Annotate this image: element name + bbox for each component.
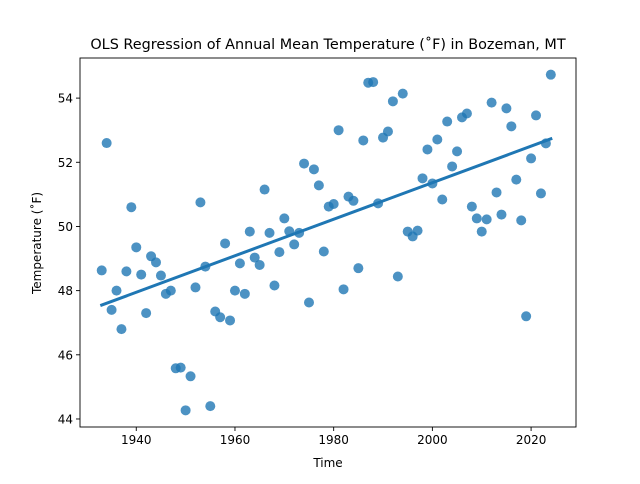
data-point <box>239 288 250 299</box>
data-point <box>249 252 260 263</box>
data-point <box>501 103 512 114</box>
data-point <box>358 135 369 146</box>
data-point <box>121 266 132 277</box>
data-point <box>225 315 236 326</box>
data-point <box>476 226 487 237</box>
data-point <box>215 312 226 323</box>
data-point <box>422 144 433 155</box>
data-point <box>447 161 458 172</box>
data-point <box>452 146 463 157</box>
data-point <box>486 97 497 108</box>
data-point <box>511 174 522 185</box>
data-point <box>437 194 448 205</box>
regression-line <box>99 136 553 307</box>
data-point <box>481 214 492 225</box>
data-point <box>155 270 166 281</box>
plot-frame <box>79 57 577 428</box>
points-layer <box>96 69 556 416</box>
data-point <box>254 259 265 270</box>
data-point <box>348 195 359 206</box>
data-point <box>491 187 502 198</box>
data-point <box>333 125 344 136</box>
chart-title: OLS Regression of Annual Mean Temperatur… <box>90 36 565 53</box>
data-point <box>165 285 176 296</box>
data-point <box>136 269 147 280</box>
data-point <box>269 280 280 291</box>
data-point <box>106 304 117 315</box>
data-point <box>229 285 240 296</box>
data-point <box>116 324 127 335</box>
x-tick-label: 1960 <box>220 433 251 447</box>
data-point <box>432 134 443 145</box>
data-point <box>96 265 107 276</box>
data-point <box>205 401 216 412</box>
data-point <box>545 69 556 80</box>
data-point <box>190 282 201 293</box>
data-point <box>466 201 477 212</box>
data-point <box>259 184 270 195</box>
y-tick-label: 54 <box>58 92 73 106</box>
data-point <box>392 271 403 282</box>
y-tick-label: 48 <box>58 284 73 298</box>
y-tick-label: 52 <box>58 156 73 170</box>
x-axis: 1940 1960 1980 2000 2020 <box>121 427 546 447</box>
y-axis-label: Temperature (˚F) <box>29 192 44 295</box>
data-point <box>353 263 364 274</box>
x-tick-label: 2020 <box>516 433 547 447</box>
data-point <box>126 202 137 213</box>
y-tick-label: 46 <box>58 348 73 362</box>
data-point <box>274 247 285 258</box>
data-point <box>368 77 379 88</box>
data-point <box>496 209 507 220</box>
data-point <box>289 239 300 250</box>
data-point <box>526 153 537 164</box>
y-axis: 44 46 48 50 52 54 <box>58 92 80 426</box>
data-point <box>397 88 408 99</box>
y-tick-label: 50 <box>58 220 73 234</box>
x-axis-label: Time <box>312 456 342 470</box>
data-point <box>318 246 329 257</box>
data-point <box>521 311 532 322</box>
x-tick-label: 1940 <box>121 433 152 447</box>
data-point <box>101 138 112 149</box>
data-point <box>279 213 290 224</box>
data-point <box>175 362 186 373</box>
data-point <box>471 213 482 224</box>
data-point <box>328 198 339 209</box>
data-point <box>338 284 349 295</box>
data-point <box>412 225 423 236</box>
data-point <box>506 121 517 132</box>
data-point <box>141 308 152 319</box>
data-point <box>461 108 472 119</box>
data-point <box>185 371 196 382</box>
data-point <box>131 242 142 253</box>
data-point <box>442 116 453 127</box>
data-point <box>313 180 324 191</box>
data-point <box>516 215 527 226</box>
data-point <box>180 405 191 416</box>
data-point <box>387 96 398 107</box>
data-point <box>151 257 162 268</box>
data-point <box>308 164 319 175</box>
x-tick-label: 1980 <box>318 433 349 447</box>
data-point <box>382 126 393 137</box>
data-point <box>303 297 314 308</box>
data-point <box>244 226 255 237</box>
data-point <box>531 110 542 121</box>
x-tick-label: 2000 <box>417 433 448 447</box>
data-point <box>299 158 310 169</box>
y-tick-label: 44 <box>58 412 73 426</box>
data-point <box>417 173 428 184</box>
data-point <box>234 258 245 269</box>
data-point <box>264 227 275 238</box>
data-point <box>220 238 231 249</box>
data-point <box>111 285 122 296</box>
data-point <box>535 188 546 199</box>
data-point <box>195 197 206 208</box>
